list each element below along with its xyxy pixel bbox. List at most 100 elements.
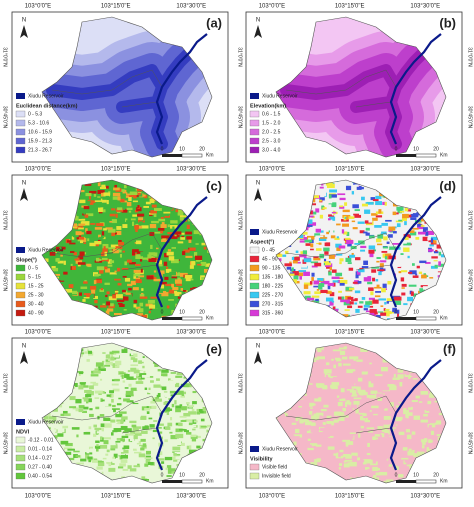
raster-cell: [315, 444, 322, 447]
raster-cell: [167, 224, 170, 228]
raster-cell: [98, 364, 102, 369]
raster-cell: [133, 304, 137, 308]
raster-cell: [152, 399, 155, 402]
raster-cell: [88, 350, 93, 354]
raster-cell: [114, 184, 118, 190]
raster-cell: [164, 426, 171, 430]
raster-cell: [375, 291, 382, 293]
raster-cell: [382, 430, 390, 435]
raster-cell: [115, 441, 121, 443]
raster-cell: [183, 249, 190, 253]
raster-cell: [371, 266, 380, 269]
raster-cell: [358, 375, 366, 378]
raster-cell: [116, 403, 122, 406]
raster-cell: [97, 470, 102, 474]
raster-cell: [123, 296, 129, 301]
raster-cell: [323, 280, 330, 285]
raster-cell: [378, 429, 382, 433]
panel-letter: (c): [206, 178, 222, 193]
raster-cell: [416, 265, 420, 269]
raster-cell: [106, 462, 114, 465]
raster-cell: [175, 408, 181, 413]
raster-cell: [69, 407, 72, 410]
raster-cell: [410, 217, 417, 220]
raster-cell: [94, 243, 99, 247]
raster-cell: [106, 394, 113, 397]
panel-letter: (d): [439, 178, 456, 193]
raster-cell: [200, 261, 207, 266]
raster-cell: [316, 458, 321, 462]
raster-cell: [401, 292, 406, 296]
legend-label: 180 - 225: [262, 283, 283, 289]
raster-cell: [175, 209, 179, 213]
raster-cell: [141, 476, 146, 480]
raster-cell: [339, 395, 348, 399]
raster-cell: [63, 451, 72, 455]
raster-cell: [109, 250, 114, 253]
raster-cell: [57, 433, 64, 437]
raster-cell: [379, 402, 384, 405]
raster-cell: [115, 294, 123, 299]
raster-cell: [355, 469, 363, 471]
raster-cell: [181, 419, 187, 422]
raster-cell: [113, 248, 119, 254]
raster-cell: [65, 442, 73, 447]
raster-cell: [376, 393, 384, 398]
legend-swatch: [15, 273, 26, 281]
raster-cell: [101, 257, 108, 260]
raster-cell: [155, 247, 159, 250]
raster-cell: [359, 368, 363, 372]
raster-cell: [344, 448, 350, 452]
legend-swatch: [15, 309, 26, 317]
raster-cell: [161, 461, 165, 464]
raster-cell: [390, 402, 394, 407]
raster-cell: [396, 405, 401, 408]
raster-cell: [186, 224, 190, 230]
raster-cell: [314, 291, 322, 295]
raster-cell: [123, 236, 126, 241]
raster-cell: [119, 463, 126, 467]
raster-cell: [404, 444, 411, 446]
legend-label: 225 - 270: [262, 292, 283, 298]
raster-cell: [364, 420, 371, 423]
raster-cell: [405, 429, 410, 433]
raster-cell: [87, 238, 90, 242]
raster-cell: [142, 443, 147, 447]
raster-cell: [89, 413, 94, 418]
raster-cell: [383, 253, 392, 258]
raster-cell: [101, 258, 109, 262]
raster-cell: [332, 184, 338, 188]
lat-label: 31°0'0"N: [237, 210, 243, 230]
raster-cell: [191, 261, 196, 266]
raster-cell: [373, 474, 377, 479]
raster-cell: [76, 377, 80, 380]
raster-cell: [149, 424, 155, 428]
lat-label: 31°0'0"N: [467, 373, 473, 393]
raster-cell: [111, 368, 119, 373]
raster-cell: [324, 347, 330, 350]
raster-cell: [124, 390, 127, 395]
raster-cell: [283, 412, 286, 414]
raster-cell: [102, 248, 108, 253]
raster-cell: [88, 196, 91, 200]
raster-cell: [122, 468, 129, 471]
raster-cell: [401, 378, 406, 382]
raster-cell: [145, 261, 149, 265]
raster-cell: [97, 196, 101, 199]
raster-cell: [366, 452, 371, 456]
raster-cell: [59, 428, 65, 433]
legend-title: Elevation(km): [250, 103, 286, 109]
raster-cell: [138, 225, 143, 229]
raster-cell: [79, 240, 84, 244]
raster-cell: [89, 385, 94, 390]
raster-cell: [110, 347, 115, 350]
raster-cell: [166, 465, 172, 469]
raster-cell: [386, 273, 394, 278]
raster-cell: [103, 440, 109, 445]
raster-cell: [281, 416, 285, 422]
raster-cell: [381, 466, 388, 471]
raster-cell: [319, 461, 326, 464]
raster-cell: [132, 214, 138, 217]
raster-cell: [301, 265, 308, 268]
raster-cell: [306, 430, 313, 434]
